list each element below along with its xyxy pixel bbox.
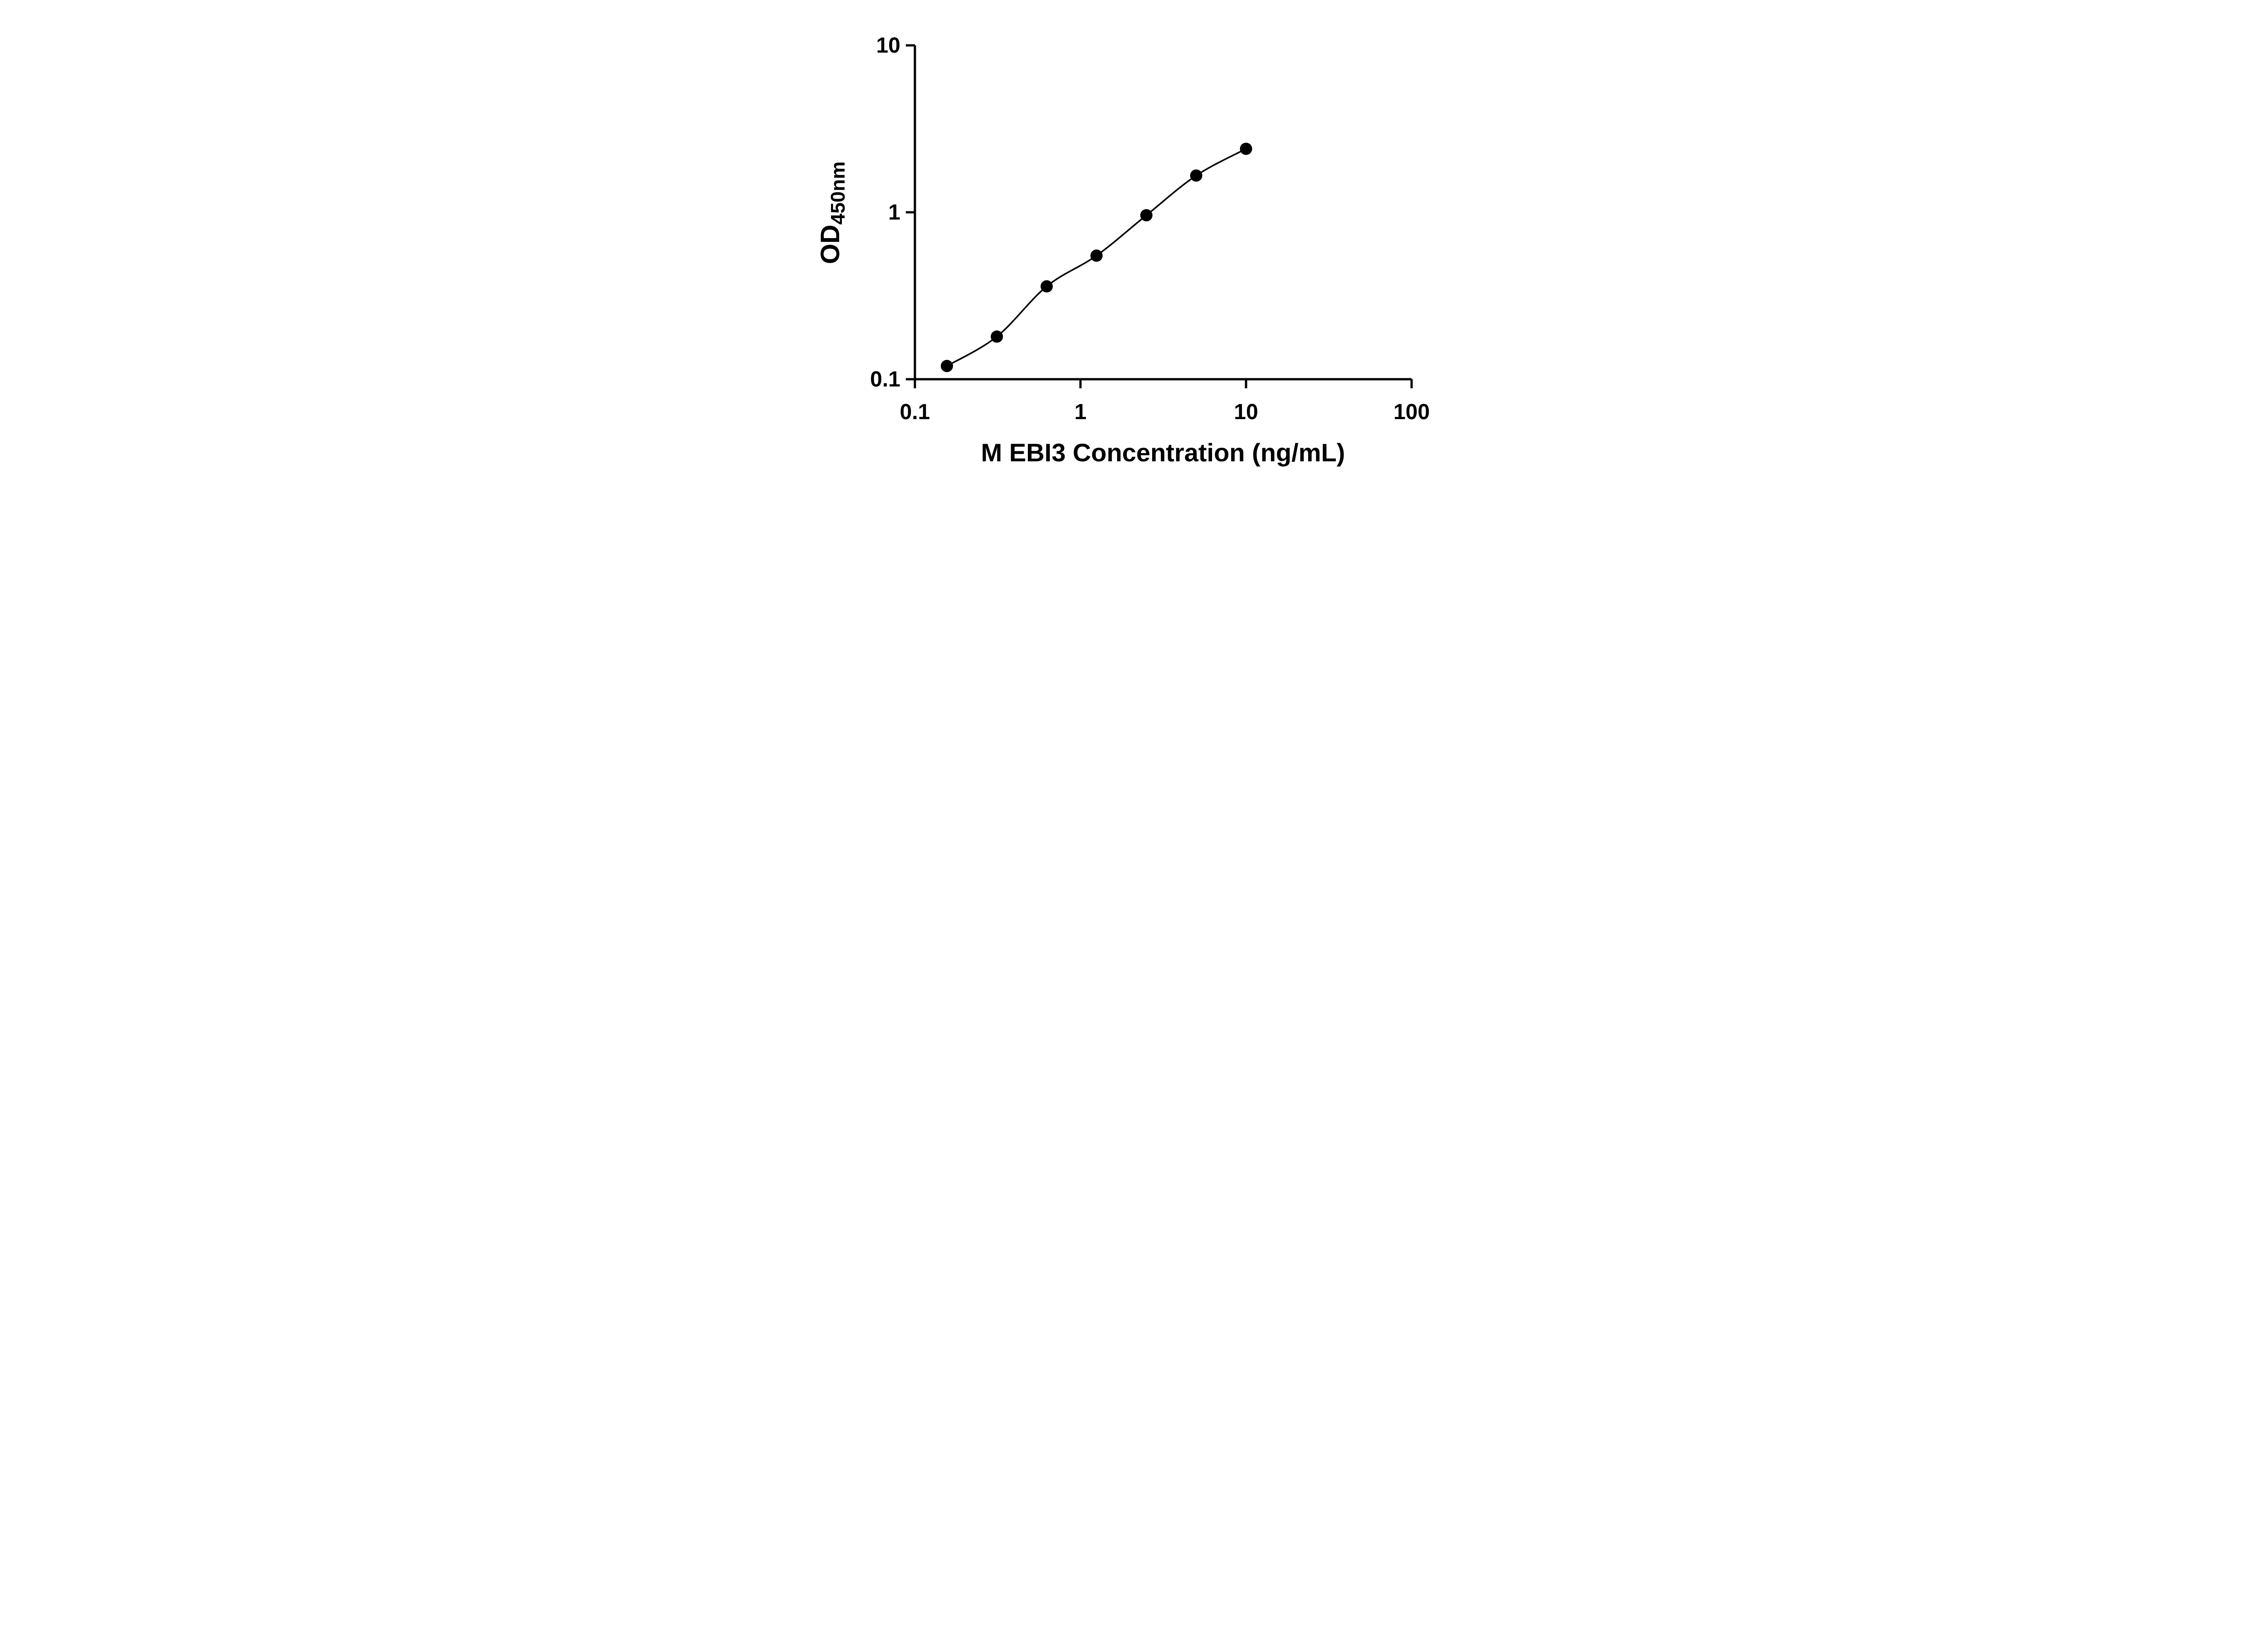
tick-labels: 0.1 1 10 100 0.1 1 10 <box>870 34 1430 424</box>
x-axis-title: M EBI3 Concentration (ng/mL) <box>981 438 1345 467</box>
data-point <box>1240 142 1252 155</box>
data-point <box>1190 169 1202 182</box>
x-tick-label: 100 <box>1393 400 1430 424</box>
figure: 0.1 1 10 100 0.1 1 10 M EBI3 Concentration (ng… <box>792 0 1476 490</box>
y-axis-title-sub: 450nm <box>827 161 849 225</box>
y-tick-label: 0.1 <box>870 367 900 391</box>
y-tick-label: 10 <box>876 34 900 58</box>
x-tick-label: 10 <box>1234 400 1258 424</box>
y-axis-title: OD450nm <box>816 161 849 264</box>
x-tick-label: 1 <box>1075 400 1087 424</box>
axes <box>914 45 1412 381</box>
data-point <box>940 360 953 372</box>
data-series <box>940 142 1252 372</box>
data-point <box>1040 280 1053 293</box>
svg-text:OD450nm: OD450nm <box>816 161 849 264</box>
data-point <box>991 330 1003 343</box>
standard-curve-chart: 0.1 1 10 100 0.1 1 10 M EBI3 Concentration (ng… <box>816 34 1430 467</box>
y-tick-label: 1 <box>888 200 900 225</box>
data-point <box>1140 209 1153 222</box>
data-point <box>1090 249 1103 262</box>
tick-marks <box>906 44 1413 388</box>
x-tick-label: 0.1 <box>900 400 930 424</box>
y-axis-title-main: OD <box>816 225 845 264</box>
axis-lines <box>914 45 1412 381</box>
